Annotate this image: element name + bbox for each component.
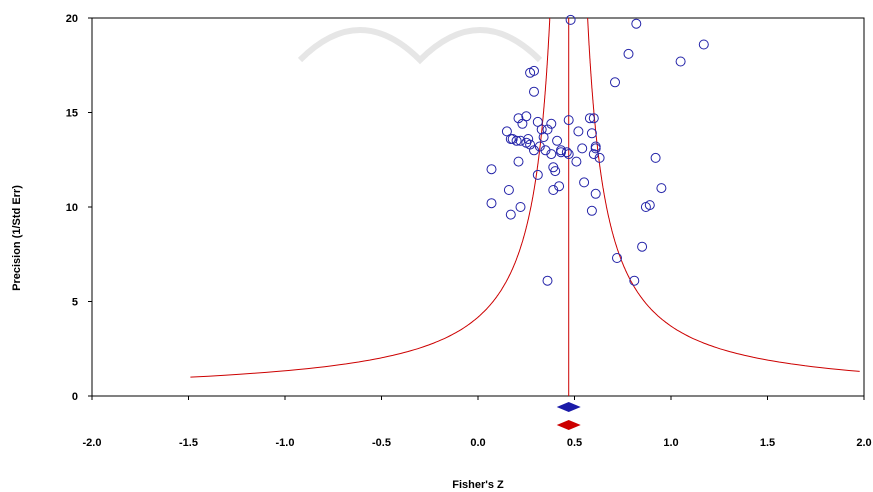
data-point bbox=[586, 205, 597, 216]
x-tick-label: -1.0 bbox=[276, 437, 295, 449]
funnel-layer bbox=[190, 17, 860, 396]
data-point bbox=[563, 149, 574, 160]
data-point bbox=[532, 169, 543, 180]
data-point bbox=[556, 147, 566, 158]
data-point bbox=[513, 113, 524, 124]
x-axis-title: Fisher's Z bbox=[452, 479, 504, 491]
data-point bbox=[565, 14, 576, 25]
data-point bbox=[505, 209, 516, 220]
x-tick-label: 0.5 bbox=[567, 437, 582, 449]
data-point bbox=[554, 181, 565, 192]
data-point bbox=[538, 132, 549, 143]
data-point bbox=[698, 39, 709, 50]
x-tick-label: 2.0 bbox=[856, 437, 871, 449]
data-point bbox=[548, 185, 559, 195]
data-point bbox=[588, 113, 599, 124]
data-point bbox=[610, 77, 620, 88]
y-tick-label: 0 bbox=[72, 391, 78, 403]
data-point bbox=[573, 126, 584, 137]
data-point bbox=[579, 177, 590, 188]
data-point bbox=[588, 149, 599, 160]
data-point bbox=[656, 183, 667, 194]
data-point bbox=[590, 188, 601, 199]
points-layer bbox=[486, 14, 709, 286]
y-axis: 0 5 10 15 20 bbox=[66, 13, 92, 403]
data-point bbox=[629, 275, 640, 286]
data-point bbox=[534, 141, 545, 152]
x-tick-label: 1.5 bbox=[760, 437, 775, 449]
data-point bbox=[563, 115, 574, 126]
data-point bbox=[515, 135, 526, 146]
x-tick-label: 0.0 bbox=[470, 437, 485, 449]
data-point bbox=[521, 111, 532, 122]
data-point bbox=[594, 152, 605, 163]
plot-frame bbox=[91, 17, 865, 397]
data-point bbox=[590, 143, 601, 154]
data-point bbox=[637, 241, 648, 252]
x-tick-label: 1.0 bbox=[663, 437, 678, 449]
x-axis: -2.0 -1.5 -1.0 -0.5 0.0 0.5 1.0 1.5 2.0 bbox=[83, 396, 872, 449]
data-point bbox=[584, 113, 595, 124]
data-point bbox=[550, 166, 561, 177]
x-tick-label: -1.5 bbox=[179, 437, 198, 449]
data-point bbox=[571, 156, 582, 167]
data-point bbox=[542, 275, 553, 286]
data-point bbox=[552, 135, 563, 146]
watermark-arc bbox=[297, 27, 543, 65]
summary-diamond-adjusted bbox=[556, 420, 581, 430]
data-point bbox=[529, 86, 539, 97]
y-tick-label: 10 bbox=[66, 202, 78, 214]
data-point bbox=[586, 128, 597, 139]
y-tick-label: 15 bbox=[66, 108, 78, 120]
data-point bbox=[577, 143, 588, 154]
data-point bbox=[503, 185, 514, 195]
data-point bbox=[540, 145, 551, 156]
data-point bbox=[513, 156, 524, 167]
summary-diamond-observed bbox=[556, 402, 581, 412]
data-point bbox=[486, 198, 497, 209]
data-point bbox=[525, 67, 536, 78]
data-point bbox=[631, 18, 642, 29]
data-point bbox=[561, 147, 572, 158]
data-point bbox=[623, 48, 634, 59]
data-point bbox=[529, 145, 539, 156]
data-point bbox=[546, 149, 557, 160]
data-point bbox=[536, 124, 547, 135]
data-point bbox=[612, 253, 622, 263]
y-axis-title: Precision (1/Std Err) bbox=[11, 185, 23, 291]
data-point bbox=[546, 118, 557, 129]
data-point bbox=[675, 56, 686, 67]
x-tick-label: -2.0 bbox=[83, 437, 102, 449]
data-point bbox=[486, 164, 497, 175]
data-point bbox=[505, 134, 516, 144]
funnel-left-line bbox=[190, 17, 551, 378]
funnel-right-line bbox=[587, 17, 860, 372]
x-tick-label: -0.5 bbox=[372, 437, 391, 449]
data-point bbox=[644, 200, 655, 211]
background-watermark bbox=[297, 27, 543, 65]
y-tick-label: 20 bbox=[66, 13, 78, 25]
data-point bbox=[511, 135, 522, 146]
data-point bbox=[515, 202, 526, 212]
data-point bbox=[523, 134, 534, 144]
data-point bbox=[650, 152, 661, 163]
summary-markers bbox=[556, 402, 581, 430]
y-tick-label: 5 bbox=[72, 297, 78, 309]
